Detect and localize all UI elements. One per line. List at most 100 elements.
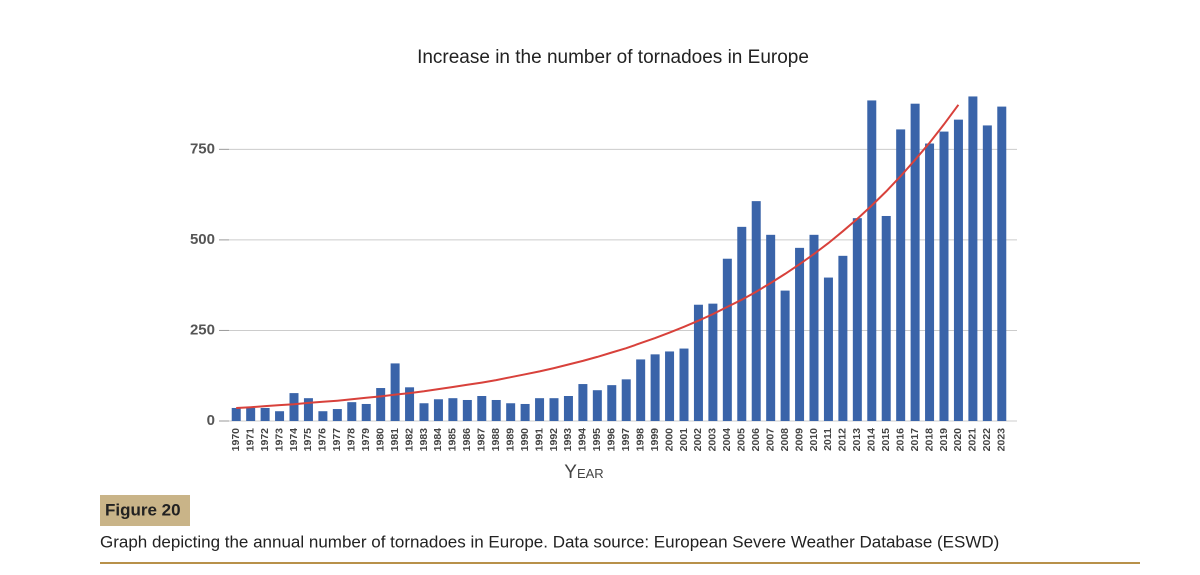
x-tick-label: 1998 xyxy=(634,428,646,452)
x-tick-label: 1991 xyxy=(533,428,545,452)
bar xyxy=(982,125,992,421)
bar xyxy=(361,403,371,421)
x-tick-label: 1988 xyxy=(490,428,502,452)
bar xyxy=(246,407,256,421)
x-tick-label: 1979 xyxy=(360,428,372,452)
bar xyxy=(477,396,487,421)
bar xyxy=(390,363,400,421)
x-tick-label: 1976 xyxy=(317,428,329,452)
bar xyxy=(881,215,891,421)
x-tick-label: 2013 xyxy=(851,428,863,452)
bar xyxy=(751,201,761,421)
bar xyxy=(549,398,559,421)
x-tick-label: 1975 xyxy=(302,428,314,452)
x-tick-label: 2004 xyxy=(721,428,733,452)
bar xyxy=(462,399,472,421)
x-tick-label: 2023 xyxy=(996,428,1008,452)
x-axis-label: Year xyxy=(564,462,603,483)
x-tick-label: 1990 xyxy=(519,428,531,452)
x-tick-label: 1971 xyxy=(244,428,256,452)
x-tick-label: 2002 xyxy=(692,428,704,452)
bar xyxy=(766,234,776,421)
x-tick-label: 2009 xyxy=(793,428,805,452)
chart-title: Increase in the number of tornadoes in E… xyxy=(417,47,809,68)
x-tick-label: 2005 xyxy=(736,428,748,452)
bar xyxy=(318,411,328,421)
x-tick-label: 2022 xyxy=(981,428,993,452)
x-tick-label: 1989 xyxy=(504,428,516,452)
bar xyxy=(708,303,718,421)
bar xyxy=(665,351,675,421)
bar xyxy=(448,398,458,421)
bar xyxy=(607,385,617,421)
x-tick-label: 1980 xyxy=(374,428,386,452)
x-tick-label: 1977 xyxy=(331,428,343,452)
bar xyxy=(939,131,949,421)
x-tick-label: 1996 xyxy=(606,428,618,452)
bar xyxy=(722,258,732,421)
x-tick-label: 1997 xyxy=(620,428,632,452)
x-tick-label: 2014 xyxy=(866,428,878,452)
x-tick-label: 2006 xyxy=(750,428,762,452)
bar xyxy=(491,399,501,421)
x-tick-label: 1993 xyxy=(562,428,574,452)
x-tick-label: 1995 xyxy=(591,428,603,452)
x-tick-label: 1994 xyxy=(577,428,589,452)
figure-caption: Graph depicting the annual number of tor… xyxy=(100,532,999,551)
x-tick-label: 2019 xyxy=(938,428,950,452)
bar xyxy=(953,119,963,422)
x-tick-label: 2003 xyxy=(707,428,719,452)
x-tick-label: 2008 xyxy=(779,428,791,452)
bar xyxy=(231,407,241,421)
bar xyxy=(275,411,285,421)
bar xyxy=(419,403,429,421)
x-tick-label: 1978 xyxy=(346,428,358,452)
x-tick-label: 2016 xyxy=(894,428,906,452)
x-tick-label: 1999 xyxy=(649,428,661,452)
x-tick-label: 1983 xyxy=(418,428,430,452)
bar xyxy=(636,359,646,421)
x-tick-label: 1973 xyxy=(273,428,285,452)
bar xyxy=(289,393,299,421)
bar xyxy=(925,143,935,421)
figure-label-box xyxy=(100,495,190,526)
y-tick-label: 750 xyxy=(190,140,215,157)
y-tick-label: 250 xyxy=(190,321,215,338)
bar xyxy=(563,396,573,421)
bar xyxy=(520,403,530,421)
bar xyxy=(535,398,545,421)
bar xyxy=(867,100,877,421)
x-tick-label: 1981 xyxy=(389,428,401,452)
bar xyxy=(347,402,357,421)
x-tick-label: 2010 xyxy=(808,428,820,452)
x-tick-label: 2000 xyxy=(663,428,675,452)
bar xyxy=(809,234,819,421)
x-tick-label: 2012 xyxy=(837,428,849,452)
bar xyxy=(650,354,660,421)
bar xyxy=(910,103,920,422)
bar xyxy=(433,399,443,421)
bar xyxy=(693,304,703,421)
bar xyxy=(332,409,342,421)
x-tick-label: 1985 xyxy=(447,428,459,452)
bar xyxy=(780,290,790,421)
bar xyxy=(795,247,805,421)
bar xyxy=(405,387,415,421)
x-tick-label: 2007 xyxy=(764,428,776,452)
y-tick-label: 0 xyxy=(207,412,215,429)
bar xyxy=(823,277,833,421)
x-tick-label: 2017 xyxy=(909,428,921,452)
bar xyxy=(578,384,588,421)
bar xyxy=(303,398,313,421)
x-tick-label: 1982 xyxy=(403,428,415,452)
bar xyxy=(737,226,747,421)
x-tick-label: 1987 xyxy=(476,428,488,452)
bar xyxy=(997,106,1007,421)
bar xyxy=(506,403,516,421)
x-tick-label: 1970 xyxy=(230,428,242,452)
x-tick-label: 2020 xyxy=(952,428,964,452)
bar xyxy=(968,96,978,422)
y-tick-label: 500 xyxy=(190,231,215,248)
